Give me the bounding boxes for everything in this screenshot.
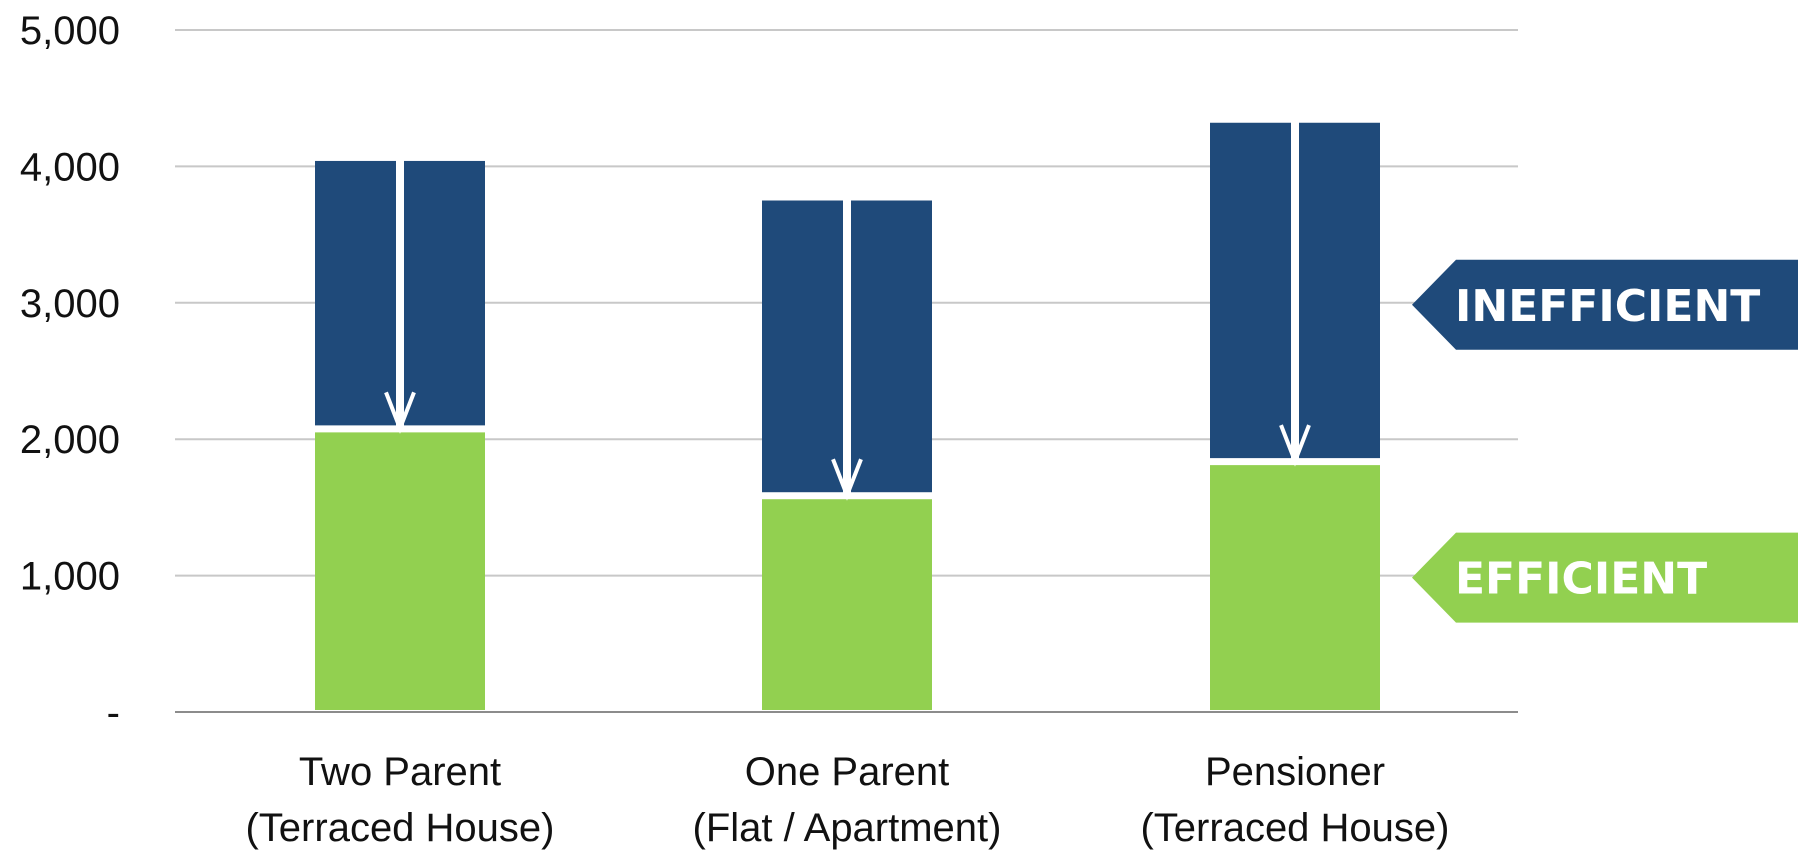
arrows (384, 120, 1311, 501)
category-label: One Parent (745, 750, 950, 794)
y-axis: - 1,000 2,000 3,000 4,000 5,000 (20, 9, 120, 735)
category-label: Pensioner (1205, 750, 1385, 794)
series-tag-label: INEFFICIENT (1455, 281, 1760, 332)
y-tick-label: 3,000 (20, 282, 120, 326)
category-label: (Terraced House) (1140, 806, 1449, 850)
down-arrow-head (1279, 424, 1311, 467)
series-tag-label: EFFICIENT (1455, 554, 1707, 605)
category-label: Two Parent (299, 750, 501, 794)
y-tick-label: 5,000 (20, 9, 120, 53)
bar-efficient (1210, 465, 1380, 710)
bar-efficient (315, 432, 485, 710)
category-label: (Flat / Apartment) (693, 806, 1002, 850)
down-arrow-head (831, 458, 863, 501)
y-tick-label: 4,000 (20, 145, 120, 189)
y-tick-label: 2,000 (20, 418, 120, 462)
bar-efficient (762, 499, 932, 710)
y-tick-label: 1,000 (20, 555, 120, 599)
series-tags: INEFFICIENT EFFICIENT (1412, 259, 1798, 623)
category-label: (Terraced House) (245, 806, 554, 850)
x-axis: Two Parent (Terraced House) One Parent (Fla… (245, 750, 1449, 850)
y-tick-label: - (107, 691, 120, 735)
down-arrow-head (384, 391, 416, 434)
series-tag-inefficient (1412, 259, 1798, 350)
series-tag-efficient (1412, 532, 1798, 623)
